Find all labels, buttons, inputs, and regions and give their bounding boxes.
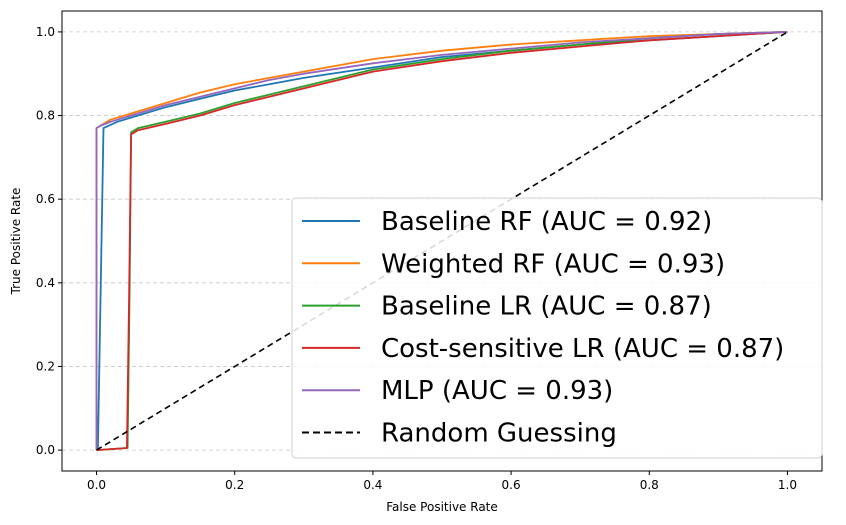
y-axis-label: True Positive Rate [9,188,23,296]
y-tick-label: 0.2 [36,359,55,373]
y-tick-label: 0.0 [36,443,55,457]
x-tick-label: 0.6 [502,478,521,492]
series-line-4 [95,31,788,451]
legend: Baseline RF (AUC = 0.92) Weighted RF (AUC… [291,197,823,459]
x-tick-label: 0.4 [363,478,382,492]
y-tick-label: 0.4 [36,276,55,290]
x-tick-label: 1.0 [778,478,797,492]
x-axis-label: False Positive Rate [386,500,498,514]
legend-label-5: Random Guessing [381,419,617,449]
y-tick-label: 0.6 [36,192,55,206]
legend-label-2: Baseline LR (AUC = 0.87) [381,292,712,322]
axis-ticks: 0.0 0.2 0.4 0.6 0.8 1.0 0.0 0.2 0.4 0.6 0.8 1.0 [36,25,797,492]
series-line-3 [96,31,788,451]
x-tick-label: 0.2 [225,478,244,492]
legend-box [291,197,823,459]
x-tick-label: 0.8 [640,478,659,492]
series-group [95,31,788,451]
legend-label-4: MLP (AUC = 0.93) [381,376,613,406]
legend-label-3: Cost-sensitive LR (AUC = 0.87) [381,334,784,364]
x-tick-label: 0.0 [87,478,106,492]
legend-label-1: Weighted RF (AUC = 0.93) [381,249,725,279]
y-tick-label: 0.8 [36,109,55,123]
legend-label-0: Baseline RF (AUC = 0.92) [381,207,712,237]
series-line-1 [95,31,788,451]
y-tick-label: 1.0 [36,25,55,39]
